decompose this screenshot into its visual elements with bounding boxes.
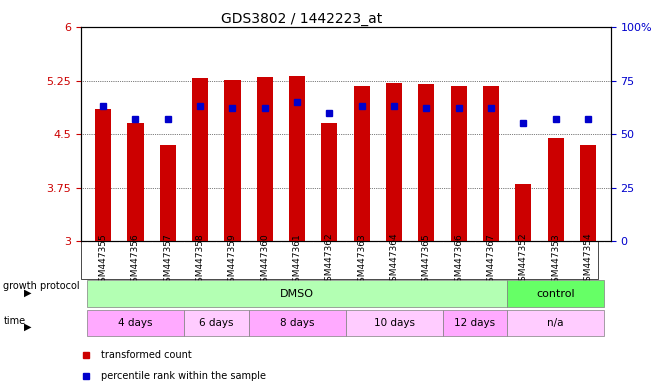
Bar [192, 78, 208, 242]
Text: 10 days: 10 days [374, 318, 415, 328]
Text: GSM447353: GSM447353 [551, 233, 560, 288]
Text: GSM447352: GSM447352 [519, 233, 528, 288]
Bar [483, 86, 499, 242]
Text: ▶: ▶ [23, 322, 31, 332]
Text: GSM447360: GSM447360 [260, 233, 269, 288]
Bar [87, 280, 507, 307]
Text: 12 days: 12 days [454, 318, 495, 328]
Bar [418, 84, 434, 242]
Text: n/a: n/a [548, 318, 564, 328]
Text: GSM447357: GSM447357 [163, 233, 172, 288]
Text: GSM447362: GSM447362 [325, 233, 334, 288]
Text: GSM447366: GSM447366 [454, 233, 463, 288]
Text: DMSO: DMSO [280, 289, 314, 299]
Text: GSM447358: GSM447358 [196, 233, 205, 288]
Text: GSM447356: GSM447356 [131, 233, 140, 288]
Text: 6 days: 6 days [199, 318, 234, 328]
Bar [87, 310, 184, 336]
Text: GSM447365: GSM447365 [422, 233, 431, 288]
Text: GSM447359: GSM447359 [228, 233, 237, 288]
Text: GSM447363: GSM447363 [357, 233, 366, 288]
Bar [224, 80, 240, 242]
Bar [354, 86, 370, 242]
Text: GSM447361: GSM447361 [293, 233, 301, 288]
Bar [321, 123, 338, 242]
Text: growth protocol: growth protocol [3, 281, 80, 291]
Text: 8 days: 8 days [280, 318, 314, 328]
Bar [515, 184, 531, 242]
Bar [580, 145, 596, 242]
Text: GDS3802 / 1442223_at: GDS3802 / 1442223_at [221, 12, 382, 25]
Bar [289, 76, 305, 242]
Text: ▶: ▶ [23, 288, 31, 298]
Text: GSM447355: GSM447355 [99, 233, 107, 288]
Bar [548, 138, 564, 242]
Bar [443, 310, 507, 336]
Text: 4 days: 4 days [118, 318, 153, 328]
Bar [95, 109, 111, 242]
Text: GSM447364: GSM447364 [390, 233, 399, 288]
Text: GSM447354: GSM447354 [584, 233, 592, 288]
Bar [248, 310, 346, 336]
Text: GSM447367: GSM447367 [486, 233, 495, 288]
Bar [507, 310, 604, 336]
Text: percentile rank within the sample: percentile rank within the sample [101, 371, 266, 381]
Bar [257, 77, 273, 242]
Text: time: time [3, 316, 25, 326]
Bar [507, 280, 604, 307]
Text: transformed count: transformed count [101, 350, 191, 360]
Bar [127, 123, 144, 242]
Bar [451, 86, 467, 242]
Bar [184, 310, 248, 336]
Bar [346, 310, 443, 336]
Text: control: control [536, 289, 575, 299]
Bar [386, 83, 402, 242]
Bar [160, 145, 176, 242]
